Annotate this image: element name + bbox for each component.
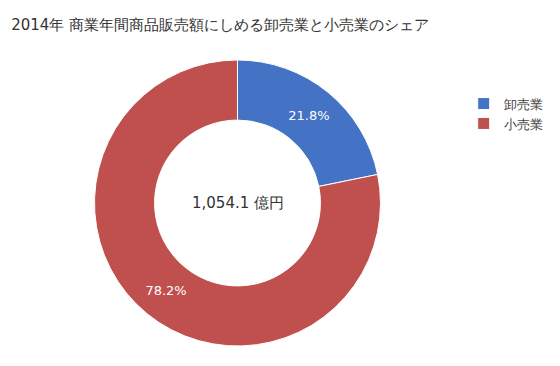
- svg-text:21.8%: 21.8%: [288, 108, 329, 123]
- svg-text:78.2%: 78.2%: [145, 283, 186, 298]
- svg-text:卸売業: 卸売業: [504, 97, 543, 112]
- svg-text:1,054.1 億円: 1,054.1 億円: [192, 194, 284, 212]
- svg-text:小売業: 小売業: [504, 117, 543, 132]
- svg-text:2014年 商業年間商品販売額にしめる卸売業と小売業のシェア: 2014年 商業年間商品販売額にしめる卸売業と小売業のシェア: [11, 16, 429, 34]
